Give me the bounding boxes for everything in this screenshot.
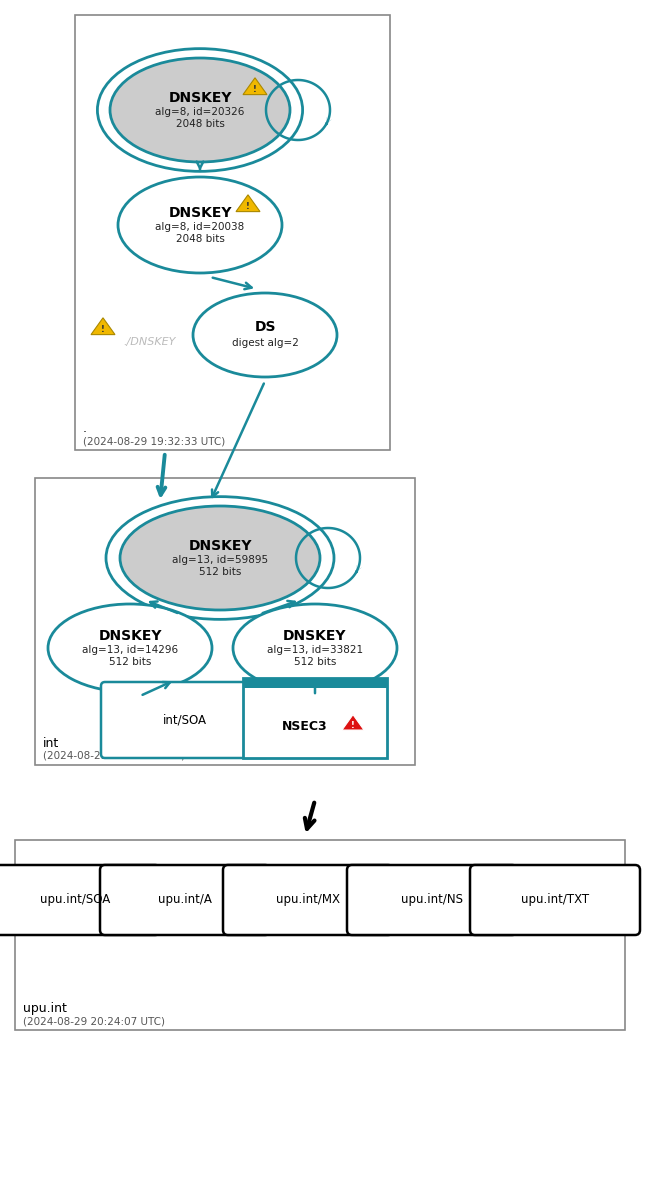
Bar <box>35 478 415 765</box>
Text: 2048 bits: 2048 bits <box>175 234 224 244</box>
Text: DS: DS <box>254 321 276 334</box>
FancyBboxPatch shape <box>470 865 640 935</box>
Text: int: int <box>43 737 59 750</box>
Text: !: ! <box>253 85 257 93</box>
Text: DNSKEY: DNSKEY <box>98 629 162 643</box>
Polygon shape <box>342 715 364 730</box>
FancyBboxPatch shape <box>100 865 270 935</box>
Ellipse shape <box>120 506 320 610</box>
Bar <box>243 678 387 688</box>
Ellipse shape <box>48 604 212 692</box>
Text: DNSKEY: DNSKEY <box>168 206 232 220</box>
Text: alg=13, id=14296: alg=13, id=14296 <box>82 645 178 655</box>
Text: 2048 bits: 2048 bits <box>175 118 224 129</box>
Text: DNSKEY: DNSKEY <box>168 91 232 105</box>
Text: upu.int/TXT: upu.int/TXT <box>521 893 589 907</box>
Text: DNSKEY: DNSKEY <box>283 629 347 643</box>
FancyBboxPatch shape <box>347 865 517 935</box>
Text: NSEC3: NSEC3 <box>283 720 328 732</box>
Text: (2024-08-29 20:23:59 UTC): (2024-08-29 20:23:59 UTC) <box>43 751 185 761</box>
Text: alg=8, id=20038: alg=8, id=20038 <box>155 222 244 232</box>
Text: upu.int/SOA: upu.int/SOA <box>40 893 110 907</box>
Text: .: . <box>83 422 87 435</box>
Text: upu.int/A: upu.int/A <box>158 893 212 907</box>
Text: alg=13, id=59895: alg=13, id=59895 <box>172 555 268 565</box>
Bar <box>75 16 390 450</box>
Text: !: ! <box>351 721 355 730</box>
Text: 512 bits: 512 bits <box>294 657 336 667</box>
Text: upu.int/MX: upu.int/MX <box>276 893 340 907</box>
Ellipse shape <box>110 57 290 161</box>
Text: !: ! <box>246 202 250 210</box>
Polygon shape <box>91 318 115 335</box>
Text: alg=8, id=20326: alg=8, id=20326 <box>155 106 244 117</box>
Bar <box>243 678 387 758</box>
Text: 512 bits: 512 bits <box>199 567 241 576</box>
Ellipse shape <box>193 293 337 377</box>
Text: alg=13, id=33821: alg=13, id=33821 <box>267 645 363 655</box>
Text: !: ! <box>101 324 105 334</box>
Text: upu.int: upu.int <box>23 1002 67 1015</box>
FancyBboxPatch shape <box>0 865 160 935</box>
Text: ./DNSKEY: ./DNSKEY <box>123 337 175 347</box>
Ellipse shape <box>118 177 282 273</box>
Ellipse shape <box>233 604 397 692</box>
Text: DNSKEY: DNSKEY <box>188 539 252 553</box>
Polygon shape <box>243 78 267 94</box>
FancyBboxPatch shape <box>223 865 393 935</box>
Text: upu.int/NS: upu.int/NS <box>401 893 463 907</box>
Text: (2024-08-29 19:32:33 UTC): (2024-08-29 19:32:33 UTC) <box>83 437 225 446</box>
Text: 512 bits: 512 bits <box>109 657 151 667</box>
FancyBboxPatch shape <box>101 682 269 758</box>
Text: (2024-08-29 20:24:07 UTC): (2024-08-29 20:24:07 UTC) <box>23 1015 165 1026</box>
Text: int/SOA: int/SOA <box>163 714 207 726</box>
Polygon shape <box>236 195 260 212</box>
Bar <box>15 840 625 1030</box>
Text: digest alg=2: digest alg=2 <box>232 338 299 348</box>
